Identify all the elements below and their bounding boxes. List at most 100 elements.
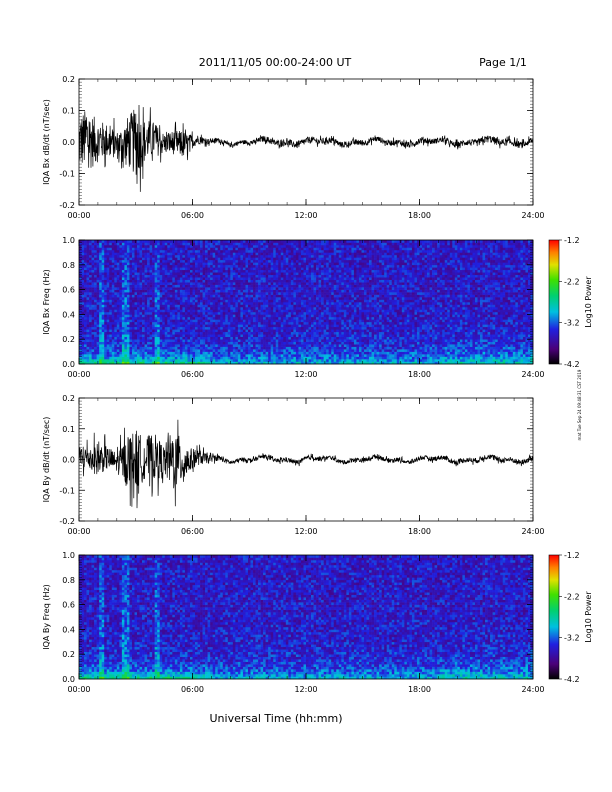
spectrogram-cell [162, 359, 166, 362]
spectrogram-cell [295, 299, 299, 303]
spectrogram-cell [202, 361, 206, 365]
spectrogram-cell [109, 242, 113, 246]
spectrogram-cell [179, 242, 183, 246]
spectrogram-cell [157, 356, 161, 360]
spectrogram-cell [134, 302, 138, 305]
spectrogram-cell [169, 292, 173, 295]
spectrogram-cell [268, 331, 271, 335]
spectrogram-cell [149, 299, 153, 303]
spectrogram-cell [273, 302, 277, 305]
spectrogram-cell [298, 341, 302, 345]
spectrogram-cell [268, 257, 271, 261]
spectrogram-cell [316, 277, 319, 280]
spectrogram-cell [318, 356, 322, 360]
spectrogram-cell [232, 319, 236, 323]
spectrogram-cell [205, 351, 208, 355]
spectrogram-cell [147, 279, 150, 283]
spectrogram-cell [116, 314, 120, 318]
spectrogram-cell [106, 346, 110, 350]
spectrogram-cell [179, 272, 183, 276]
spectrogram-cell [237, 324, 241, 328]
spectrogram-cell [237, 282, 241, 285]
spectrogram-cell [124, 321, 128, 325]
spectrogram-cell [104, 359, 108, 362]
spectrogram-cell [134, 259, 138, 263]
spectrogram-cell [109, 309, 113, 313]
spectrogram-cell [91, 262, 95, 266]
spectrogram-cell [303, 331, 307, 335]
spectrogram-cell [184, 287, 188, 290]
spectrogram-cell [306, 302, 309, 305]
spectrogram-cell [215, 334, 219, 338]
spectrogram-cell [247, 331, 251, 335]
spectrogram-cell [207, 349, 211, 352]
spectrogram-cell [137, 249, 140, 253]
spectrogram-cell [225, 247, 229, 251]
spectrogram-cell [187, 257, 191, 261]
spectrogram-cell [187, 339, 191, 342]
spectrogram-cell [245, 331, 249, 335]
spectrogram-cell [311, 259, 314, 263]
spectrogram-cell [288, 282, 292, 285]
spectrogram-cell [210, 254, 213, 258]
spectrogram-cell [293, 269, 297, 273]
spectrogram-cell [263, 344, 266, 347]
spectrogram-cell [298, 294, 302, 298]
spectrogram-cell [298, 277, 302, 280]
spectrogram-cell [182, 306, 186, 310]
spectrogram-cell [149, 302, 153, 305]
spectrogram-cell [285, 359, 289, 362]
spectrogram-cell [101, 324, 105, 328]
spectrogram-cell [116, 259, 120, 263]
spectrogram-cell [157, 302, 161, 305]
spectrogram-cell [147, 284, 150, 288]
spectrogram-cell [273, 254, 277, 258]
spectrogram-cell [109, 336, 113, 340]
spectrogram-cell [222, 349, 226, 352]
spectrogram-cell [119, 339, 123, 342]
spectrogram-cell [227, 346, 231, 350]
spectrogram-cell [247, 319, 251, 323]
spectrogram-cell [154, 240, 158, 243]
spectrogram-cell [260, 277, 264, 280]
spectrogram-cell [313, 329, 317, 333]
spectrogram-cell [270, 247, 274, 251]
spectrogram-cell [253, 284, 256, 288]
spectrogram-cell [298, 289, 302, 293]
spectrogram-cell [89, 311, 92, 315]
spectrogram-cell [172, 297, 176, 300]
spectrogram-cell [273, 297, 277, 300]
spectrogram-cell [303, 282, 307, 285]
spectrogram-cell [114, 346, 118, 350]
spectrogram-cell [308, 267, 312, 271]
spectrogram-cell [86, 344, 90, 347]
spectrogram-cell [265, 240, 269, 243]
spectrogram-cell [99, 267, 102, 271]
spectrogram-cell [311, 329, 314, 333]
spectrogram-cell [200, 356, 203, 360]
spectrogram-cell [275, 306, 279, 310]
spectrogram-cell [134, 287, 138, 290]
spectrogram-cell [129, 284, 133, 288]
spectrogram-cell [172, 284, 176, 288]
spectrogram-cell [285, 264, 289, 268]
spectrogram-cell [81, 311, 85, 315]
spectrogram-cell [242, 361, 246, 365]
spectrogram-cell [225, 359, 229, 362]
spectrogram-cell [285, 304, 289, 308]
spectrogram-cell [104, 264, 108, 268]
spectrogram-cell [308, 272, 312, 276]
spectrogram-cell [114, 321, 118, 325]
spectrogram-cell [179, 356, 183, 360]
spectrogram-cell [217, 336, 221, 340]
spectrogram-cell [265, 299, 269, 303]
spectrogram-cell [149, 274, 153, 278]
spectrogram-cell [134, 274, 138, 278]
spectrogram-cell [134, 244, 138, 248]
spectrogram-cell [182, 277, 186, 280]
spectrogram-cell [174, 321, 178, 325]
spectrogram-cell [225, 252, 229, 256]
spectrogram-cell [217, 240, 221, 243]
spectrogram-cell [179, 284, 183, 288]
spectrogram-cell [86, 269, 90, 273]
